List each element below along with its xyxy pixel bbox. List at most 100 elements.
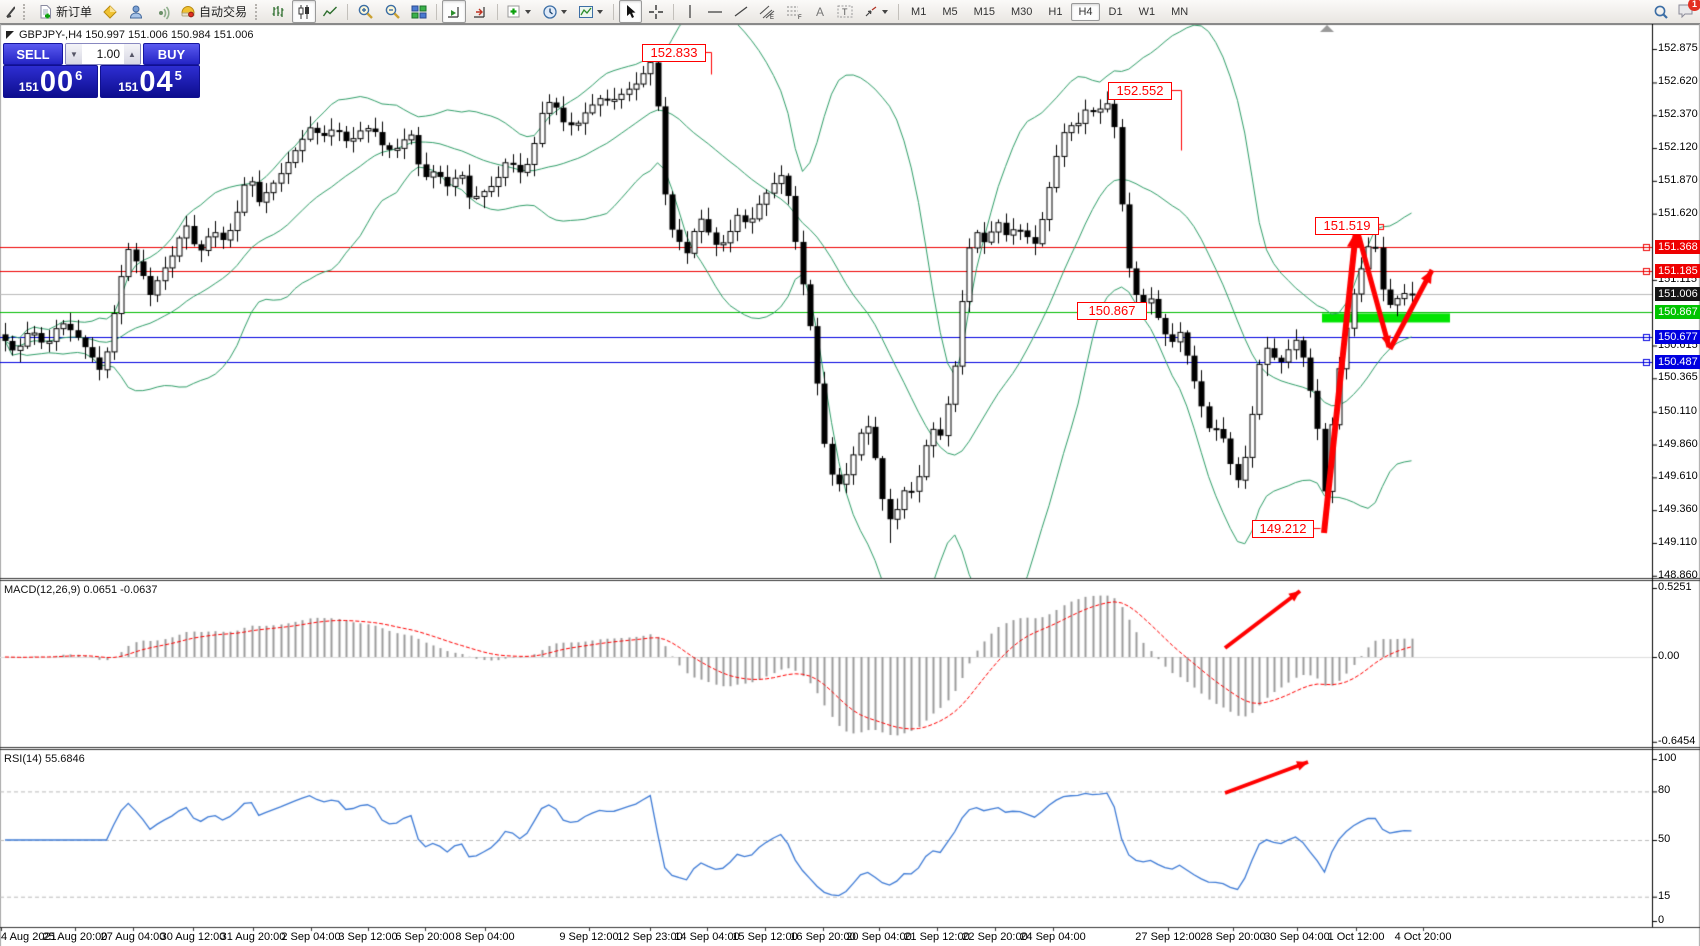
toolbar-grip — [255, 3, 262, 20]
timeframe-D1[interactable]: D1 — [1108, 5, 1123, 18]
zoom-in-icon[interactable] — [353, 0, 378, 23]
macd-label: MACD(12,26,9) 0.0651 -0.0637 — [4, 584, 158, 596]
chart-shift-icon[interactable] — [468, 0, 492, 23]
cursor-icon[interactable] — [619, 0, 643, 23]
line-chart-icon[interactable] — [318, 0, 342, 23]
rsi-label: RSI(14) 55.6846 — [4, 753, 85, 765]
price-annotation[interactable]: 150.867 — [1077, 302, 1147, 320]
axis-tick-label: 152.370 — [1658, 108, 1698, 121]
add-indicator-button[interactable] — [503, 0, 536, 23]
notification-badge: 1 — [1688, 0, 1700, 11]
price-axis-chip: 150.677 — [1655, 330, 1700, 345]
axis-tick-label: 151.620 — [1658, 206, 1698, 219]
autoscroll-icon[interactable] — [442, 0, 467, 23]
profile-icon[interactable] — [124, 0, 148, 23]
new-order-icon — [40, 5, 51, 19]
time-axis-label: 31 Aug 20:00 — [220, 931, 286, 943]
axis-tick-label: 0.00 — [1658, 650, 1680, 662]
axis-tick-label: 0.5251 — [1658, 581, 1692, 593]
volume-increase-button[interactable]: ▲ — [124, 44, 140, 64]
edge-tool-icon — [1, 0, 19, 23]
price-annotation[interactable]: 152.552 — [1108, 82, 1172, 100]
label-tool-icon[interactable]: T — [833, 0, 857, 23]
toolbar-separator — [436, 3, 438, 20]
axis-tick-label: 152.120 — [1658, 141, 1698, 154]
toolbar-separator — [347, 3, 349, 20]
chart-canvas[interactable] — [0, 24, 1700, 946]
time-axis-label: 1 Oct 12:00 — [1327, 931, 1385, 943]
volume-input[interactable]: 1.00 — [96, 47, 120, 61]
fibonacci-tool-icon[interactable]: F — [782, 0, 807, 23]
axis-tick-label: 149.110 — [1658, 535, 1697, 548]
time-axis-label: 4 Oct 20:00 — [1394, 931, 1452, 943]
time-axis-label: 21 Sep 12:00 — [904, 931, 970, 943]
bar-chart-icon[interactable] — [266, 0, 290, 23]
time-axis-label: 3 Sep 12:00 — [338, 931, 398, 943]
time-axis-label: 22 Sep 20:00 — [962, 931, 1028, 943]
svg-text:F: F — [798, 15, 802, 20]
time-axis-label: 9 Sep 12:00 — [559, 931, 619, 943]
timeframe-M1[interactable]: M1 — [911, 5, 927, 18]
chevron-down-icon — [561, 10, 568, 14]
axis-tick-label: 0 — [1658, 914, 1665, 926]
autotrade-label: 自动交易 — [199, 5, 248, 19]
tile-windows-icon[interactable] — [407, 0, 431, 23]
toolbar-separator — [613, 3, 615, 20]
trendline-tool-icon[interactable] — [729, 0, 753, 23]
volume-decrease-button[interactable]: ▼ — [66, 44, 82, 64]
timeframe-M5[interactable]: M5 — [942, 5, 958, 18]
channel-tool-icon[interactable]: E — [755, 0, 780, 23]
autotrade-button[interactable]: 自动交易 — [176, 0, 251, 23]
collapse-arrow-icon[interactable] — [6, 30, 15, 40]
axis-tick-label: 148.860 — [1658, 568, 1698, 581]
buy-button[interactable]: BUY — [143, 43, 200, 65]
periods-button[interactable] — [538, 0, 572, 23]
axis-tick-label: 151.870 — [1658, 173, 1698, 186]
time-axis-label: 30 Aug 12:00 — [160, 931, 226, 943]
sell-button[interactable]: SELL — [3, 43, 63, 65]
symbol-header: GBPJPY-,H4 150.997 151.006 150.984 151.0… — [6, 29, 253, 41]
notifications-button[interactable]: 1 — [1677, 0, 1700, 21]
search-icon[interactable] — [1653, 4, 1669, 20]
timeframe-H4[interactable]: H4 — [1071, 2, 1100, 21]
axis-tick-label: 100 — [1658, 752, 1677, 764]
crosshair-icon[interactable] — [644, 0, 668, 23]
chart-window: GBPJPY-,H4 150.997 151.006 150.984 151.0… — [0, 24, 1700, 946]
text-tool-icon[interactable]: A — [809, 0, 831, 23]
price-axis-chip: 151.006 — [1655, 287, 1700, 302]
toolbar-separator — [497, 3, 499, 20]
chevron-down-icon — [597, 10, 604, 14]
diamond-icon[interactable] — [98, 0, 122, 23]
sell-price[interactable]: 151 00 6 — [3, 65, 99, 98]
chevron-down-icon — [525, 10, 532, 14]
timeframe-MN[interactable]: MN — [1171, 5, 1189, 18]
price-axis-chip: 150.867 — [1655, 305, 1700, 320]
timeframe-W1[interactable]: W1 — [1138, 5, 1156, 18]
candlestick-chart-icon[interactable] — [292, 0, 317, 23]
zoom-out-icon[interactable] — [380, 0, 405, 23]
axis-tick-label: 150.365 — [1658, 371, 1698, 384]
autotrade-icon — [181, 5, 195, 17]
price-axis-chip: 151.185 — [1655, 263, 1700, 278]
new-order-button[interactable]: 新订单 — [34, 0, 96, 23]
price-annotation[interactable]: 149.212 — [1252, 520, 1314, 538]
timeframe-M15[interactable]: M15 — [973, 5, 995, 18]
price-annotation[interactable]: 151.519 — [1315, 217, 1379, 235]
time-axis-label: 27 Aug 04:00 — [100, 931, 166, 943]
time-axis-label: 25 Aug 20:00 — [42, 931, 108, 943]
time-axis-label: 4 Aug 2021 — [1, 931, 57, 943]
broadcast-icon[interactable] — [150, 0, 174, 23]
axis-tick-label: -0.6454 — [1658, 734, 1696, 747]
shapes-tool-button[interactable] — [859, 0, 893, 23]
price-annotation[interactable]: 152.833 — [642, 44, 706, 62]
toolbar-grip — [23, 3, 30, 20]
timeframe-H1[interactable]: H1 — [1048, 5, 1063, 18]
vline-tool-icon[interactable] — [679, 0, 701, 23]
template-icon — [579, 5, 594, 18]
hline-tool-icon[interactable] — [703, 0, 727, 23]
axis-tick-label: 152.620 — [1658, 75, 1698, 88]
buy-price[interactable]: 151 04 5 — [100, 65, 200, 98]
timeframe-M30[interactable]: M30 — [1011, 5, 1033, 18]
time-axis-label: 28 Sep 20:00 — [1200, 931, 1266, 943]
templates-button[interactable] — [574, 0, 608, 23]
